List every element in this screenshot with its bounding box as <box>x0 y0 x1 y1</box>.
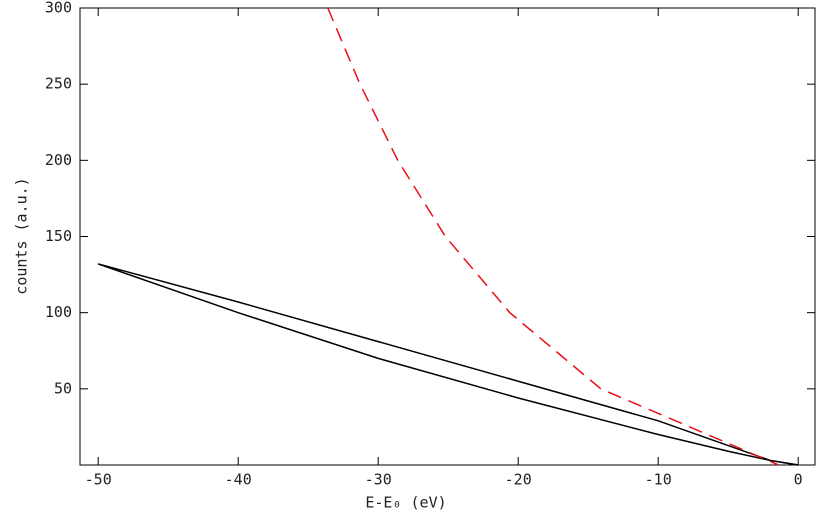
y-tick-label: 100 <box>45 303 72 321</box>
x-tick-label: -10 <box>645 471 672 489</box>
x-tick-label: -20 <box>505 471 532 489</box>
y-tick-label: 250 <box>45 75 72 93</box>
plot-frame <box>79 7 816 466</box>
data-line <box>327 7 779 466</box>
data-line <box>98 263 799 466</box>
data-line <box>97 263 799 466</box>
y-tick-label: 300 <box>45 0 72 17</box>
y-axis-label: counts (a.u.) <box>13 177 31 294</box>
x-tick-label: -30 <box>365 471 392 489</box>
y-tick-label: 50 <box>54 379 72 397</box>
x-tick-label: -40 <box>225 471 252 489</box>
y-tick-label: 200 <box>45 151 72 169</box>
x-tick-label: -50 <box>85 471 112 489</box>
x-tick-label: 0 <box>794 471 803 489</box>
x-axis-label: E-E₀ (eV) <box>365 494 446 512</box>
y-tick-label: 150 <box>45 227 72 245</box>
